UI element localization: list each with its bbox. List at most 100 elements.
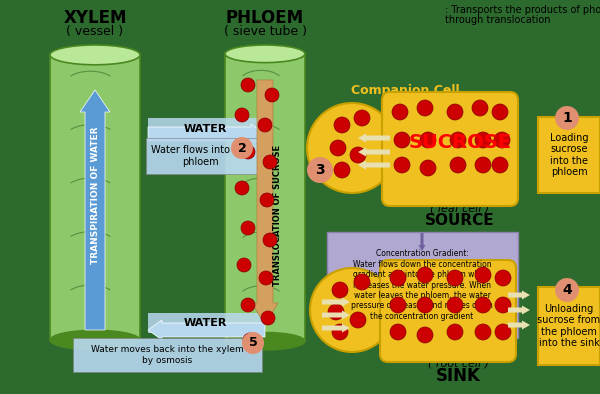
Circle shape <box>475 297 491 313</box>
FancyBboxPatch shape <box>382 92 518 206</box>
FancyArrow shape <box>508 320 530 329</box>
Text: SINK: SINK <box>436 367 481 385</box>
Circle shape <box>417 297 433 313</box>
FancyBboxPatch shape <box>148 118 263 140</box>
Circle shape <box>258 118 272 132</box>
Circle shape <box>447 104 463 120</box>
Circle shape <box>394 157 410 173</box>
Circle shape <box>260 193 274 207</box>
Circle shape <box>450 157 466 173</box>
Circle shape <box>450 132 466 148</box>
Text: WATER: WATER <box>184 124 227 134</box>
Circle shape <box>472 100 488 116</box>
Circle shape <box>354 110 370 126</box>
Circle shape <box>447 297 463 313</box>
Text: 5: 5 <box>248 336 257 349</box>
Text: Unloading
sucrose from
the phloem
into the sink: Unloading sucrose from the phloem into t… <box>538 304 600 348</box>
Text: XYLEM: XYLEM <box>63 9 127 27</box>
Text: SOURCE: SOURCE <box>425 212 495 227</box>
Circle shape <box>492 104 508 120</box>
Circle shape <box>241 78 255 92</box>
Circle shape <box>417 327 433 343</box>
FancyBboxPatch shape <box>73 338 262 372</box>
Text: through translocation: through translocation <box>445 15 551 25</box>
Text: SUCROSE: SUCROSE <box>409 132 511 152</box>
FancyArrow shape <box>322 310 350 320</box>
Circle shape <box>265 88 279 102</box>
Circle shape <box>263 233 277 247</box>
Circle shape <box>332 324 348 340</box>
Circle shape <box>307 157 333 183</box>
Text: 4: 4 <box>562 283 572 297</box>
Text: Water flows into the
phloem: Water flows into the phloem <box>151 145 249 167</box>
Text: 1: 1 <box>562 111 572 125</box>
Circle shape <box>420 132 436 148</box>
FancyBboxPatch shape <box>538 287 600 365</box>
Circle shape <box>231 137 253 159</box>
Circle shape <box>243 333 257 347</box>
Circle shape <box>241 145 255 159</box>
Text: PHLOEM: PHLOEM <box>226 9 304 27</box>
Text: Companion Cell: Companion Cell <box>350 251 460 264</box>
Circle shape <box>310 268 394 352</box>
Circle shape <box>475 267 491 283</box>
Circle shape <box>328 304 344 320</box>
Circle shape <box>394 132 410 148</box>
Text: TRANSPIRATION OF WATER: TRANSPIRATION OF WATER <box>91 126 100 264</box>
Circle shape <box>242 332 264 354</box>
Ellipse shape <box>225 45 305 63</box>
FancyArrow shape <box>358 160 390 169</box>
Circle shape <box>334 162 350 178</box>
Circle shape <box>263 155 277 169</box>
Circle shape <box>261 311 275 325</box>
Text: TRANSLOCATION OF SUCROSE: TRANSLOCATION OF SUCROSE <box>272 145 281 286</box>
Circle shape <box>447 270 463 286</box>
Circle shape <box>390 297 406 313</box>
Circle shape <box>307 103 397 193</box>
Text: WATER: WATER <box>184 318 227 328</box>
Circle shape <box>390 324 406 340</box>
Circle shape <box>417 267 433 283</box>
Bar <box>50 55 66 340</box>
FancyBboxPatch shape <box>327 232 518 338</box>
Circle shape <box>237 258 251 272</box>
Circle shape <box>492 157 508 173</box>
Circle shape <box>390 270 406 286</box>
FancyArrow shape <box>322 323 350 333</box>
Bar <box>225 54 305 341</box>
Circle shape <box>475 157 491 173</box>
Circle shape <box>354 274 370 290</box>
Circle shape <box>350 147 366 163</box>
Text: Water moves back into the xylem
by osmosis: Water moves back into the xylem by osmos… <box>91 345 244 365</box>
FancyBboxPatch shape <box>380 260 516 362</box>
Circle shape <box>495 270 511 286</box>
Circle shape <box>330 140 346 156</box>
Circle shape <box>259 271 273 285</box>
Circle shape <box>350 312 366 328</box>
Text: ( leaf cell ): ( leaf cell ) <box>430 203 490 213</box>
Circle shape <box>417 100 433 116</box>
Circle shape <box>495 297 511 313</box>
Ellipse shape <box>50 45 140 65</box>
Text: ( root cell ): ( root cell ) <box>427 358 488 368</box>
Circle shape <box>475 132 491 148</box>
Circle shape <box>334 117 350 133</box>
FancyArrow shape <box>508 290 530 299</box>
FancyArrow shape <box>148 320 265 340</box>
Text: Loading
sucrose
into the
phloem: Loading sucrose into the phloem <box>550 133 588 177</box>
Circle shape <box>241 221 255 235</box>
Circle shape <box>420 160 436 176</box>
Circle shape <box>235 181 249 195</box>
Circle shape <box>241 298 255 312</box>
Circle shape <box>494 132 510 148</box>
Circle shape <box>555 106 579 130</box>
Text: 3: 3 <box>315 163 325 177</box>
Circle shape <box>495 324 511 340</box>
FancyArrow shape <box>322 297 350 307</box>
Text: 2: 2 <box>238 141 247 154</box>
Circle shape <box>332 282 348 298</box>
Ellipse shape <box>50 330 140 350</box>
Circle shape <box>475 324 491 340</box>
Bar <box>225 54 239 341</box>
Circle shape <box>555 278 579 302</box>
